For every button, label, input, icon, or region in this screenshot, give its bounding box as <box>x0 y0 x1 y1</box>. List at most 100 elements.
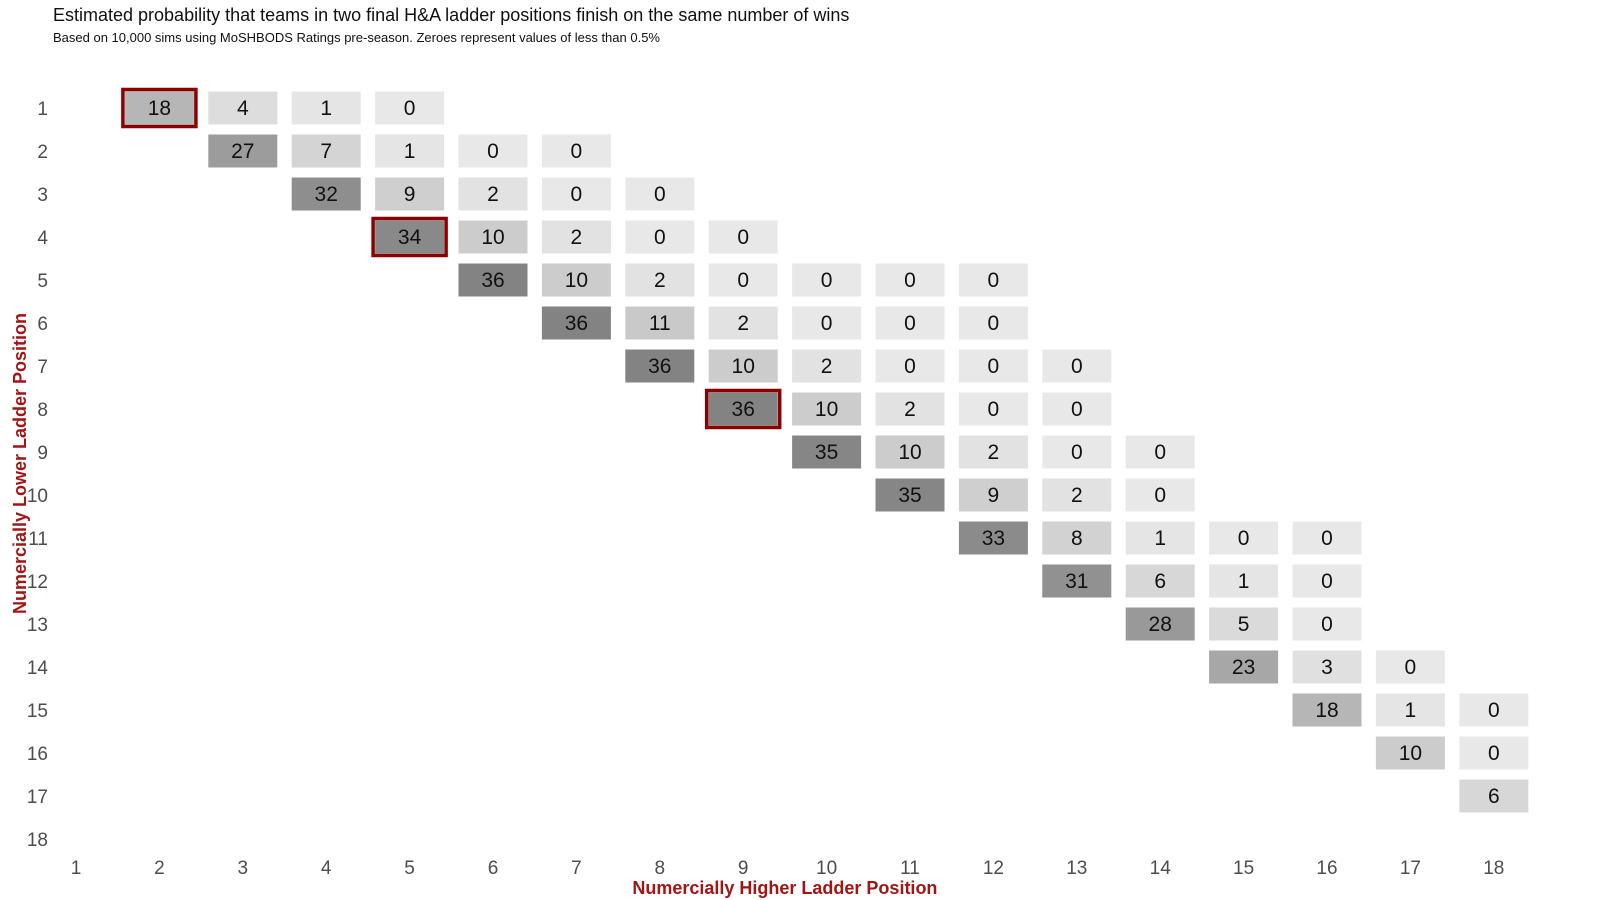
heatmap-cell-3-7 <box>541 177 611 211</box>
heatmap-cell-12-15 <box>1209 564 1279 598</box>
heatmap-cell-13-15 <box>1209 607 1279 641</box>
cell-value-label-2-6: 0 <box>487 140 499 163</box>
heatmap-cell-6-10 <box>792 306 862 340</box>
heatmap-cell-10-11 <box>875 478 945 512</box>
cell-value-label-7-9: 10 <box>732 355 755 378</box>
cell-value-label-8-12: 0 <box>988 398 1000 421</box>
heatmap-cell-7-11 <box>875 349 945 383</box>
y-axis-title: Numercially Lower Ladder Position <box>10 313 30 614</box>
cell-value-label-3-7: 0 <box>571 183 583 206</box>
x-tick-label-16: 16 <box>1316 858 1337 879</box>
x-tick-label-11: 11 <box>900 858 920 879</box>
heatmap-cell-6-11 <box>875 306 945 340</box>
cell-value-label-10-11: 35 <box>898 484 921 507</box>
y-tick-label-18: 18 <box>27 830 48 851</box>
y-tick-label-8: 8 <box>37 400 48 421</box>
highlight-outline-1-2 <box>121 87 198 129</box>
cell-value-label-13-15: 5 <box>1238 613 1250 636</box>
cell-value-label-3-8: 0 <box>654 183 666 206</box>
heatmap-cell-8-11 <box>875 392 945 426</box>
cell-value-label-12-15: 1 <box>1238 570 1250 593</box>
x-tick-label-7: 7 <box>571 858 582 879</box>
heatmap-cell-12-16 <box>1292 564 1362 598</box>
cell-value-label-10-13: 2 <box>1071 484 1083 507</box>
heatmap-cell-14-16 <box>1292 650 1362 684</box>
cell-value-label-2-4: 7 <box>320 140 332 163</box>
cell-value-label-3-4: 32 <box>315 183 338 206</box>
cell-value-label-9-14: 0 <box>1154 441 1166 464</box>
y-tick-label-11: 11 <box>28 529 48 550</box>
cell-value-label-6-11: 0 <box>904 312 916 335</box>
heatmap-cell-16-17 <box>1375 736 1445 770</box>
heatmap-cell-2-5 <box>375 134 445 168</box>
x-tick-label-2: 2 <box>154 858 165 879</box>
heatmap-cell-2-7 <box>541 134 611 168</box>
heatmap-cell-11-12 <box>958 521 1028 555</box>
y-tick-label-13: 13 <box>27 615 48 636</box>
heatmap-cell-7-12 <box>958 349 1028 383</box>
cell-value-label-15-17: 1 <box>1405 699 1417 722</box>
cell-value-label-5-11: 0 <box>904 269 916 292</box>
cell-value-label-6-12: 0 <box>988 312 1000 335</box>
cell-value-label-16-17: 10 <box>1399 742 1422 765</box>
cell-value-label-1-5: 0 <box>404 97 416 120</box>
heatmap-cell-4-8 <box>625 220 695 254</box>
cell-value-label-11-16: 0 <box>1321 527 1333 550</box>
heatmap-cell-9-11 <box>875 435 945 469</box>
cell-value-label-12-14: 6 <box>1154 570 1166 593</box>
cell-value-label-6-8: 11 <box>649 312 671 335</box>
cell-value-label-8-9: 36 <box>732 398 755 421</box>
cell-value-label-14-16: 3 <box>1321 656 1333 679</box>
highlight-outline-8-9 <box>704 388 782 430</box>
heatmap-cell-6-8 <box>625 306 695 340</box>
x-axis-ticks: 1 2 3 4 5 6 7 8 9 10 11 12 13 14 15 16 17 18 <box>71 858 1505 879</box>
heatmap-cell-7-9 <box>708 349 778 383</box>
y-tick-label-1: 1 <box>37 99 48 120</box>
heatmap-cell-2-4 <box>291 134 361 168</box>
x-tick-label-5: 5 <box>404 858 415 879</box>
x-tick-label-4: 4 <box>321 858 332 879</box>
cell-value-label-5-7: 10 <box>565 269 588 292</box>
cell-value-label-6-10: 0 <box>821 312 833 335</box>
heatmap-cell-4-5 <box>375 220 445 254</box>
heatmap-cell-3-8 <box>625 177 695 211</box>
heatmap-cell-14-15 <box>1209 650 1279 684</box>
chart-title: Estimated probability that teams in two … <box>53 5 850 25</box>
cell-value-label-7-13: 0 <box>1071 355 1083 378</box>
heatmap-cell-5-11 <box>875 263 945 297</box>
heatmap-cell-9-10 <box>792 435 862 469</box>
cell-value-label-8-10: 10 <box>815 398 838 421</box>
x-tick-label-9: 9 <box>738 858 749 879</box>
heatmap-cell-2-6 <box>458 134 528 168</box>
x-tick-label-12: 12 <box>983 858 1004 879</box>
cell-value-label-11-14: 1 <box>1154 527 1166 550</box>
y-tick-label-5: 5 <box>37 271 48 292</box>
heatmap-cell-1-3 <box>208 91 278 125</box>
heatmap-cell-15-18 <box>1459 693 1529 727</box>
highlight-outline-4-5 <box>371 216 448 258</box>
heatmap-cell-11-16 <box>1292 521 1362 555</box>
y-tick-label-4: 4 <box>37 228 48 249</box>
heatmap-cell-8-9 <box>708 392 778 426</box>
cell-value-label-14-17: 0 <box>1405 656 1417 679</box>
x-tick-label-14: 14 <box>1150 858 1172 879</box>
x-tick-label-18: 18 <box>1483 858 1504 879</box>
heatmap-cell-1-5 <box>375 91 445 125</box>
cell-value-label-7-12: 0 <box>988 355 1000 378</box>
heatmap-cell-4-9 <box>708 220 778 254</box>
chart-subtitle: Based on 10,000 sims using MoSHBODS Rati… <box>53 30 660 45</box>
x-axis-title: Numercially Higher Ladder Position <box>632 878 937 898</box>
heatmap-cell-12-13 <box>1042 564 1112 598</box>
y-tick-label-12: 12 <box>27 572 48 593</box>
x-tick-label-17: 17 <box>1400 858 1421 879</box>
cell-value-label-11-13: 8 <box>1071 527 1083 550</box>
y-tick-label-14: 14 <box>27 658 49 679</box>
cell-value-label-2-5: 1 <box>404 140 416 163</box>
cell-value-label-12-13: 31 <box>1065 570 1088 593</box>
x-tick-label-6: 6 <box>488 858 499 879</box>
cell-value-label-14-15: 23 <box>1232 656 1255 679</box>
cell-value-label-7-11: 0 <box>904 355 916 378</box>
cell-value-label-17-18: 6 <box>1488 785 1500 808</box>
heatmap-cell-7-13 <box>1042 349 1112 383</box>
